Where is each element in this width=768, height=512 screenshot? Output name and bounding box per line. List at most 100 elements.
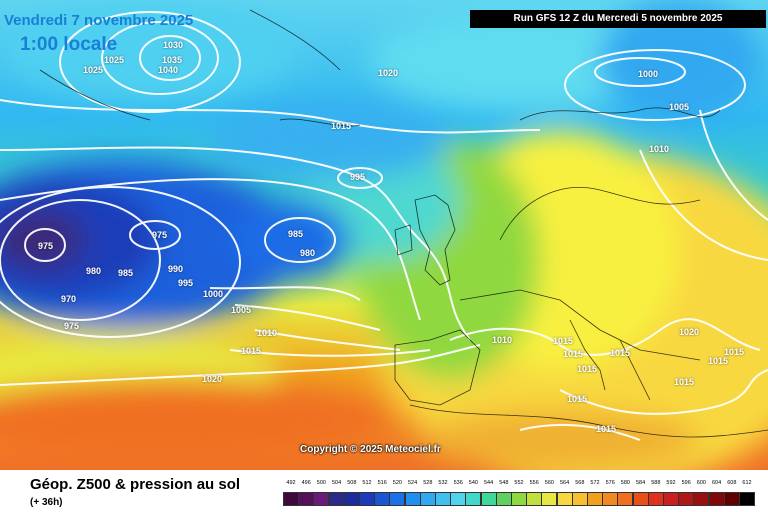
legend-value: 512 (362, 480, 372, 486)
isobar-label: 1015 (596, 424, 617, 434)
legend-swatch (359, 492, 375, 506)
legend-value: 600 (696, 480, 706, 486)
legend-swatch (693, 492, 710, 506)
isobar-label: 1015 (331, 121, 352, 131)
legend-value: 532 (438, 480, 448, 486)
legend-value: 576 (605, 480, 615, 486)
legend-swatch (663, 492, 679, 506)
isobar-label: 975 (38, 241, 54, 251)
legend-swatch (374, 492, 391, 506)
legend-swatch (739, 492, 755, 506)
legend-value: 504 (332, 480, 342, 486)
legend-swatch (389, 492, 406, 506)
isobar-label: 985 (288, 229, 304, 239)
legend-value: 556 (529, 480, 539, 486)
forecast-range: (+ 36h) (30, 497, 63, 508)
color-scale-legend: 492 496 500 504 508 512 516 520 524 528 532 536 540 5… (283, 480, 755, 506)
isobar-label: 1015 (708, 356, 729, 366)
legend-swatch (404, 492, 421, 506)
isobar-label: 995 (178, 278, 194, 288)
legend-value: 588 (651, 480, 661, 486)
isobar-label: 1040 (158, 65, 179, 75)
isobar-label: 1025 (83, 65, 104, 75)
legend-swatch (298, 492, 315, 506)
legend-swatch (435, 492, 451, 506)
legend-value: 572 (590, 480, 600, 486)
height-field (0, 0, 768, 470)
legend-swatch (495, 492, 512, 506)
isobar-label: 1030 (163, 40, 184, 50)
isobar-label: 980 (86, 266, 102, 276)
legend-swatch (313, 492, 330, 506)
legend-swatch (587, 492, 603, 506)
legend-swatch (328, 492, 345, 506)
isobar-label: 1015 (724, 347, 745, 357)
isobar-label: 980 (300, 248, 316, 258)
legend-swatch (419, 492, 436, 506)
legend-swatch (480, 492, 497, 506)
isobar-label: 1035 (162, 55, 183, 65)
isobar-label: 1015 (553, 336, 574, 346)
isobar-label: 1010 (257, 328, 278, 338)
isobar-label: 975 (152, 230, 168, 240)
isobar-lines (0, 11, 768, 441)
legend-value: 520 (392, 480, 402, 486)
legend-value: 604 (712, 480, 722, 486)
legend-value: 544 (484, 480, 494, 486)
forecast-date: Vendredi 7 novembre 2025 (4, 12, 194, 29)
legend-swatch (283, 492, 299, 506)
legend-value: 516 (377, 480, 387, 486)
legend-value: 524 (408, 480, 418, 486)
legend-value: 580 (620, 480, 630, 486)
legend-value: 500 (316, 480, 326, 486)
legend-value: 564 (560, 480, 570, 486)
legend-value: 592 (666, 480, 676, 486)
isobar-label: 1015 (674, 377, 695, 387)
isobar-label: 1020 (378, 68, 399, 78)
isobar-label: 970 (61, 294, 77, 304)
legend-swatch (556, 492, 573, 506)
legend-value: 548 (499, 480, 509, 486)
copyright: Copyright © 2025 Meteociel.fr (300, 444, 441, 455)
legend-value: 608 (727, 480, 737, 486)
legend-value: 612 (742, 480, 752, 486)
legend-swatch (526, 492, 543, 506)
isobar-label: 1005 (669, 102, 690, 112)
isobar-label: 1015 (563, 349, 584, 359)
isobar-label: 1015 (610, 348, 631, 358)
isobar-label: 1010 (492, 335, 513, 345)
legend-swatch (465, 492, 482, 506)
forecast-local-time: 1:00 locale (20, 34, 118, 55)
legend-value: 596 (681, 480, 691, 486)
isobar-label: 1020 (679, 327, 700, 337)
legend-swatch (617, 492, 634, 506)
isobar-label: 1000 (203, 289, 224, 299)
model-run-label: Run GFS 12 Z du Mercredi 5 novembre 2025 (470, 10, 766, 28)
isobar-label: 985 (118, 268, 134, 278)
legend-swatch (723, 492, 740, 506)
legend-swatch (602, 492, 619, 506)
legend-swatch (450, 492, 467, 506)
legend-swatch (678, 492, 695, 506)
legend-value: 540 (468, 480, 478, 486)
isobar-label: 1020 (202, 374, 223, 384)
legend-swatch (541, 492, 558, 506)
legend-value: 552 (514, 480, 524, 486)
legend-value: 536 (453, 480, 463, 486)
legend-value: 492 (286, 480, 296, 486)
isobar-label: 1010 (649, 144, 670, 154)
isobar-label: 1015 (577, 364, 598, 374)
isobar-label: 1025 (104, 55, 125, 65)
isobar-label: 995 (350, 172, 366, 182)
isobar-label: 1000 (638, 69, 659, 79)
isobar-label: 1015 (567, 394, 588, 404)
isobar-label: 1015 (241, 346, 262, 356)
legend-value: 560 (544, 480, 554, 486)
chart-title: Géop. Z500 & pression au sol (30, 476, 241, 493)
legend-swatch (632, 492, 649, 506)
legend-value: 508 (347, 480, 357, 486)
legend-value: 568 (575, 480, 585, 486)
legend-swatch (343, 492, 360, 506)
isobar-label: 975 (64, 321, 80, 331)
